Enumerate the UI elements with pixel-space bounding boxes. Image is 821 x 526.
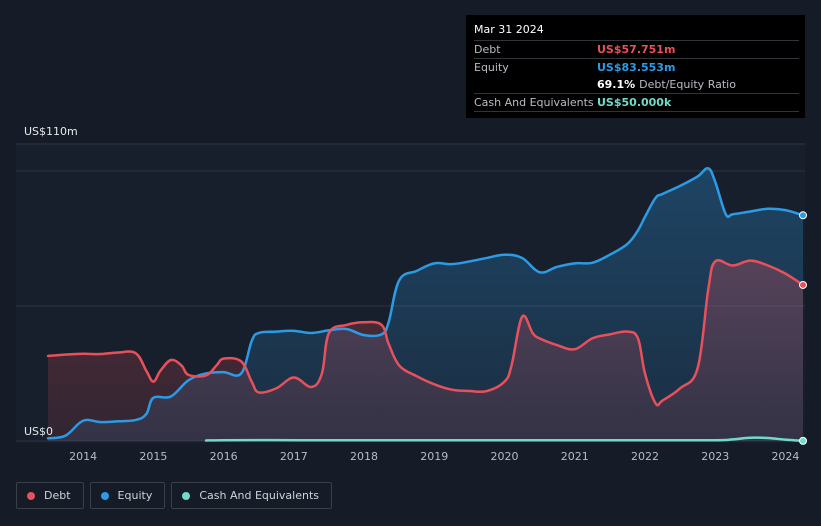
equity-line — [46, 166, 805, 440]
series-end-markers — [799, 211, 807, 445]
legend-cash-dot-icon — [182, 491, 191, 500]
x-tick-label: 2018 — [350, 450, 379, 463]
tooltip-equity-row: Equity US$83.553m — [474, 58, 799, 76]
data-tooltip: Mar 31 2024 Debt US$57.751m Equity US$83… — [466, 15, 805, 118]
tooltip-equity-label: Equity — [474, 61, 509, 74]
x-tick-label: 2023 — [701, 450, 730, 463]
cash-line — [204, 436, 805, 443]
tooltip-date: Mar 31 2024 — [474, 23, 544, 36]
chart-legend: Debt Equity Cash And Equivalents — [16, 482, 332, 509]
tooltip-cash-value: US$50.000k — [597, 96, 672, 109]
legend-debt-label: Debt — [44, 489, 71, 502]
x-tick-label: 2017 — [279, 450, 308, 463]
x-tick-label: 2021 — [560, 450, 589, 463]
legend-item-cash[interactable]: Cash And Equivalents — [171, 482, 332, 509]
legend-item-equity[interactable]: Equity — [89, 482, 166, 509]
debt-area — [48, 260, 803, 441]
x-tick-label: 2015 — [139, 450, 168, 463]
y-axis-max-label: US$110m — [24, 125, 78, 138]
legend-equity-label: Equity — [117, 489, 153, 502]
equity-end-marker — [799, 211, 807, 220]
legend-cash-label: Cash And Equivalents — [199, 489, 319, 502]
x-tick-label: 2024 — [771, 450, 800, 463]
tooltip-debt-row: Debt US$57.751m — [474, 40, 799, 58]
y-axis-min-label: US$0 — [24, 425, 54, 438]
cash-end-marker — [799, 436, 807, 445]
debt-end-marker — [799, 280, 807, 289]
series-lines — [46, 166, 805, 443]
x-tick-label: 2022 — [630, 450, 659, 463]
series-areas — [48, 168, 803, 441]
legend-item-debt[interactable]: Debt — [16, 482, 84, 509]
x-tick-label: 2016 — [209, 450, 238, 463]
tooltip-equity-value: US$83.553m — [597, 61, 676, 74]
legend-equity-dot-icon — [100, 491, 109, 500]
tooltip-cash-row: Cash And Equivalents US$50.000k — [474, 93, 799, 112]
debt-line — [46, 259, 805, 407]
tooltip-debt-label: Debt — [474, 43, 501, 56]
x-tick-label: 2014 — [69, 450, 98, 463]
tooltip-ratio-value: 69.1% — [597, 78, 636, 91]
tooltip-ratio-row: 69.1% Debt/Equity Ratio — [474, 76, 799, 93]
x-tick-label: 2019 — [420, 450, 449, 463]
tooltip-ratio-label: Debt/Equity Ratio — [639, 78, 736, 91]
legend-debt-dot-icon — [27, 491, 35, 500]
x-tick-label: 2020 — [490, 450, 519, 463]
tooltip-debt-value: US$57.751m — [597, 43, 676, 56]
tooltip-cash-label: Cash And Equivalents — [474, 96, 594, 109]
